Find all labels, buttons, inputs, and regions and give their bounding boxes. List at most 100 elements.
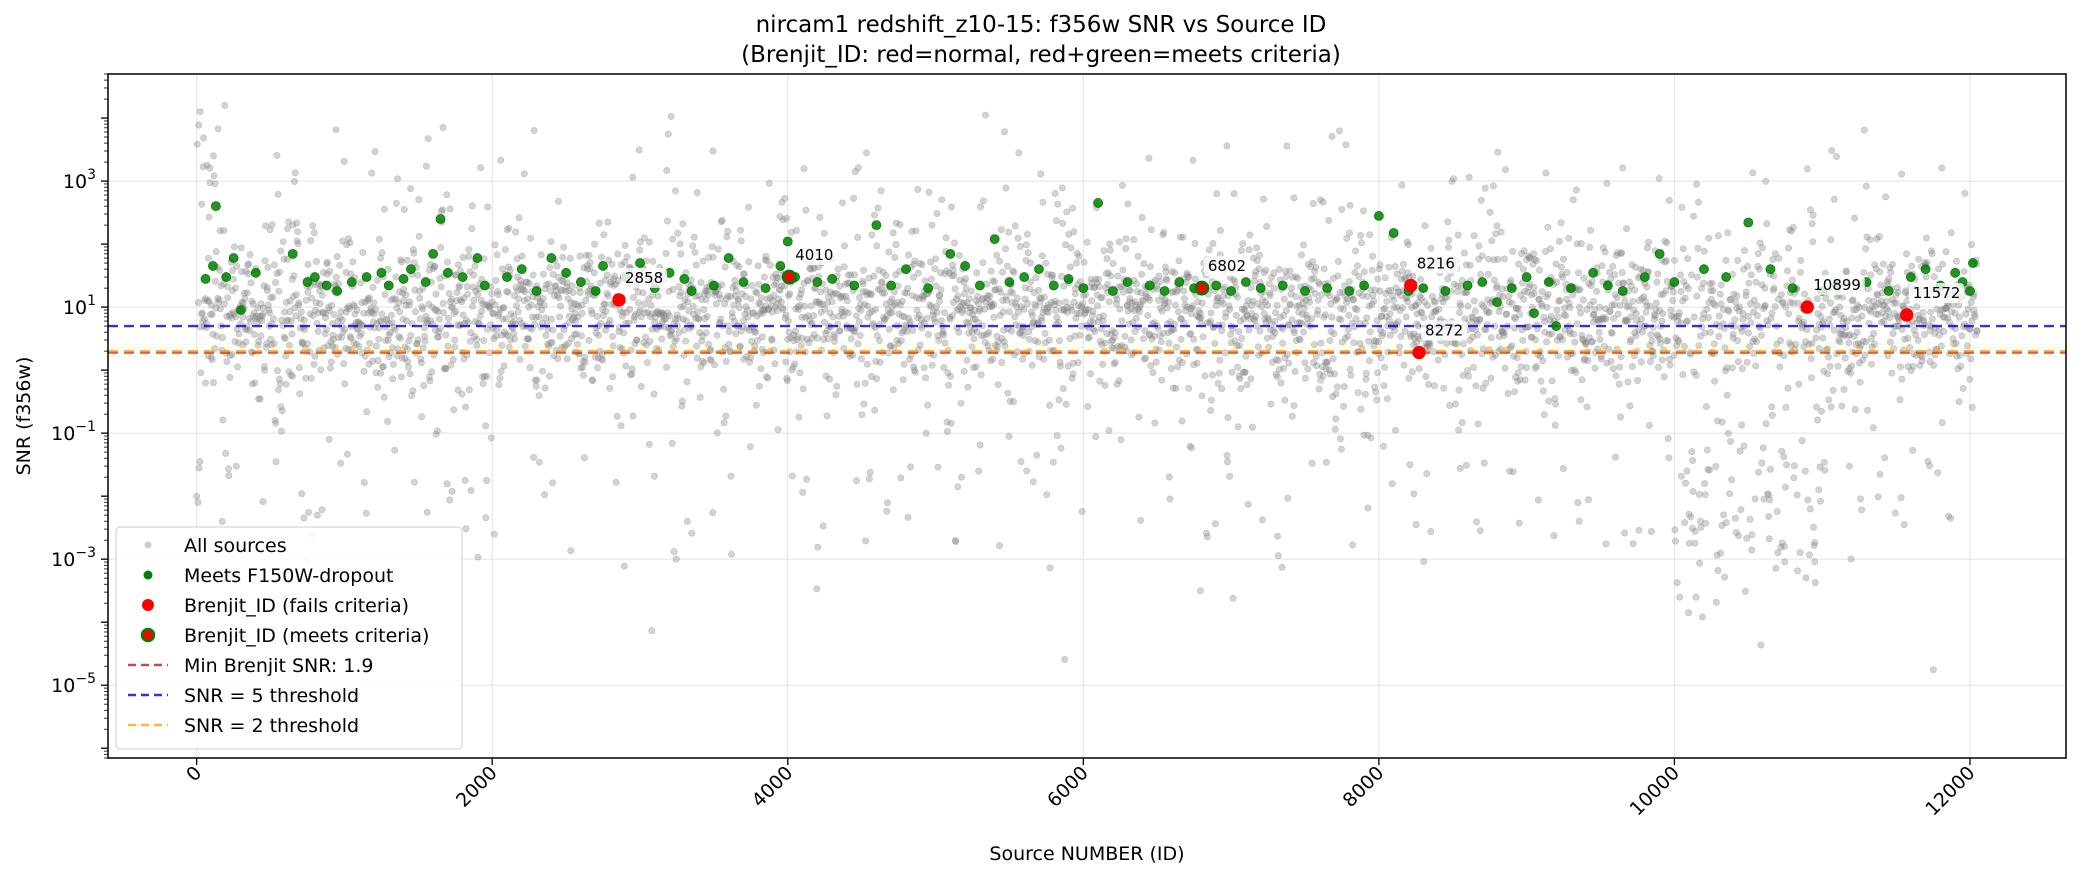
all-sources-point (1300, 241, 1308, 249)
all-sources-point (198, 309, 206, 317)
all-sources-point (226, 373, 234, 381)
all-sources-point (644, 308, 652, 316)
all-sources-point (1319, 372, 1327, 380)
all-sources-point (230, 275, 238, 283)
all-sources-point (877, 187, 885, 195)
all-sources-point (1773, 507, 1781, 515)
all-sources-point (278, 407, 286, 415)
all-sources-point (477, 296, 485, 304)
all-sources-point (1904, 334, 1912, 342)
all-sources-point (535, 458, 543, 466)
all-sources-point (568, 282, 576, 290)
all-sources-point (1235, 342, 1243, 350)
all-sources-point (760, 273, 768, 281)
all-sources-point (1163, 304, 1171, 312)
all-sources-point (997, 288, 1005, 296)
all-sources-point (1691, 527, 1699, 535)
all-sources-point (1266, 291, 1274, 299)
all-sources-point (583, 265, 591, 273)
all-sources-point (1109, 259, 1117, 267)
all-sources-point (518, 320, 526, 328)
all-sources-point (1655, 175, 1663, 183)
all-sources-point (735, 303, 743, 311)
all-sources-point (1361, 390, 1369, 398)
all-sources-point (1342, 141, 1350, 149)
all-sources-point (1509, 247, 1517, 255)
annotation-label-8216: 8216 (1417, 255, 1455, 273)
all-sources-point (1301, 359, 1309, 367)
all-sources-point (273, 269, 281, 277)
all-sources-point (1078, 507, 1086, 515)
all-sources-point (1005, 432, 1013, 440)
all-sources-point (567, 299, 575, 307)
all-sources-point (355, 319, 363, 327)
all-sources-point (1040, 293, 1048, 301)
all-sources-point (1827, 236, 1835, 244)
all-sources-point (1609, 262, 1617, 270)
all-sources-point (400, 297, 408, 305)
meets-point (575, 277, 586, 287)
all-sources-point (1964, 305, 1972, 313)
all-sources-point (228, 314, 236, 322)
all-sources-point (854, 233, 862, 241)
all-sources-point (850, 194, 858, 202)
all-sources-point (734, 295, 742, 303)
all-sources-point (662, 250, 670, 258)
all-sources-point (1653, 278, 1661, 286)
all-sources-point (1400, 361, 1408, 369)
meets-point (1048, 280, 1059, 291)
all-sources-point (1794, 567, 1802, 575)
all-sources-point (1101, 381, 1109, 389)
all-sources-point (1881, 454, 1889, 462)
all-sources-point (541, 384, 549, 392)
meets-point (1743, 217, 1754, 228)
all-sources-point (534, 302, 542, 310)
all-sources-point (1838, 402, 1846, 410)
all-sources-point (1542, 169, 1550, 177)
all-sources-point (1808, 220, 1816, 228)
all-sources-point (1073, 259, 1081, 267)
all-sources-point (1445, 236, 1453, 244)
all-sources-point (723, 295, 731, 303)
all-sources-point (1035, 286, 1043, 294)
all-sources-point (423, 508, 431, 516)
all-sources-point (298, 339, 306, 347)
all-sources-point (1691, 539, 1699, 547)
meets-point (1543, 277, 1554, 287)
all-sources-point (275, 287, 283, 295)
all-sources-point (1806, 505, 1814, 513)
all-sources-point (230, 310, 238, 318)
all-sources-point (255, 395, 263, 403)
all-sources-point (777, 298, 785, 306)
all-sources-point (1896, 363, 1904, 371)
all-sources-point (395, 288, 403, 296)
all-sources-point (1301, 374, 1309, 382)
all-sources-point (267, 341, 275, 349)
all-sources-point (861, 379, 869, 387)
all-sources-point (709, 509, 717, 517)
all-sources-point (1833, 153, 1841, 161)
all-sources-point (1455, 426, 1463, 434)
all-sources-point (357, 279, 365, 287)
all-sources-point (666, 327, 674, 335)
all-sources-point (1577, 240, 1585, 248)
all-sources-point (746, 443, 754, 451)
all-sources-point (567, 547, 575, 555)
all-sources-point (417, 359, 425, 367)
all-sources-point (340, 360, 348, 368)
all-sources-point (1042, 259, 1050, 267)
all-sources-point (1014, 234, 1022, 242)
all-sources-point (1256, 327, 1264, 335)
all-sources-point (1789, 223, 1797, 231)
all-sources-point (616, 306, 624, 314)
all-sources-point (647, 301, 655, 309)
all-sources-point (1570, 330, 1578, 338)
all-sources-point (464, 290, 472, 298)
all-sources-point (1755, 468, 1763, 476)
all-sources-point (237, 244, 245, 252)
all-sources-point (304, 508, 312, 516)
all-sources-point (1860, 268, 1868, 276)
all-sources-point (417, 355, 425, 363)
all-sources-point (350, 302, 358, 310)
all-sources-point (1059, 385, 1067, 393)
